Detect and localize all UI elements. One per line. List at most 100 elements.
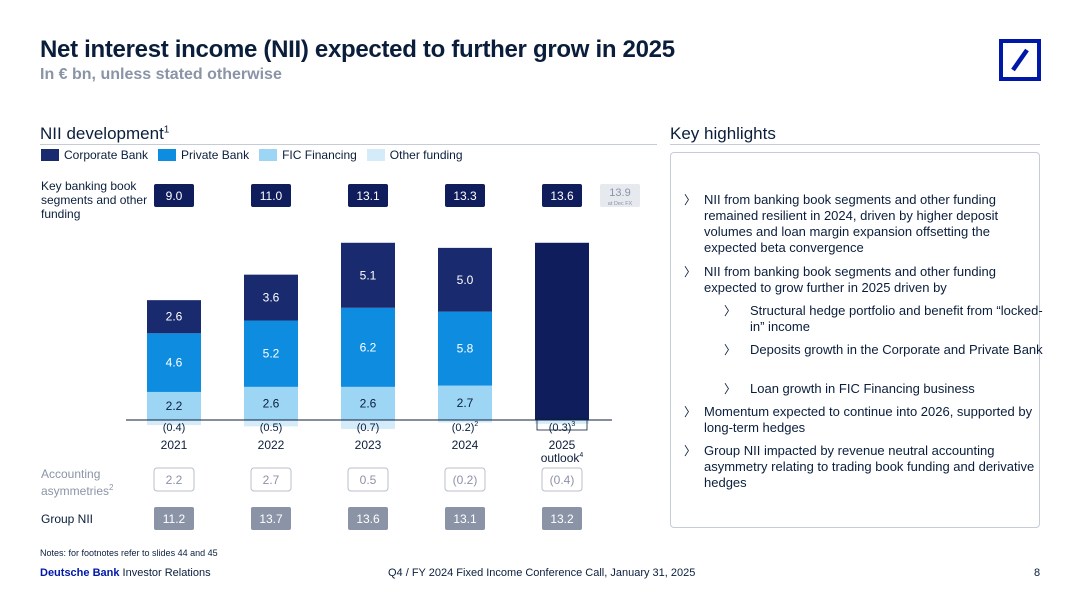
accounting-asymmetry-value: 2.2 [166, 473, 183, 487]
row-label-group-nii: Group NII [41, 512, 94, 526]
group-nii-value: 13.6 [356, 512, 380, 526]
highlight-text: Structural hedge portfolio and benefit f… [750, 303, 1043, 334]
chevron-right-icon: 〉 [684, 405, 697, 419]
key-banking-total-box [154, 184, 194, 207]
bar-other-funding [147, 420, 201, 426]
chevron-right-icon: 〉 [724, 382, 737, 396]
data-label: (0.3)3 [549, 421, 576, 434]
x-tick-label: 2023 [355, 438, 382, 452]
page-title: Net interest income (NII) expected to fu… [40, 36, 675, 63]
key-banking-total-value: 13.6 [550, 189, 574, 203]
bar-private-bank [244, 320, 298, 387]
row-label-key-banking: Key banking book segments and other fund… [41, 179, 148, 221]
nii-development-title: NII development1 [40, 124, 170, 143]
group-nii-box [542, 507, 582, 530]
bar-corporate-bank [341, 242, 395, 308]
outlook-funding-outline [536, 418, 588, 431]
bar-private-bank [341, 307, 395, 387]
accounting-asymmetry-value: 2.7 [263, 473, 280, 487]
key-banking-total-value: 13.3 [453, 189, 477, 203]
x-tick-label: 2024 [452, 438, 479, 452]
legend-swatch-other-funding [366, 149, 385, 161]
data-label: 5.2 [263, 347, 280, 361]
legend-other-funding: Other funding [366, 148, 463, 162]
nii-stacked-bar-chart: 2.2 4.6 2.6 (0.4) 2.6 5.2 3.6 (0.5) 2.6 6.2 5.1 (0.… [126, 184, 640, 530]
bar-other-funding [341, 420, 395, 429]
group-nii-value: 13.7 [259, 512, 283, 526]
key-banking-total-value: 13.1 [356, 189, 380, 203]
data-label: (0.5) [260, 422, 283, 434]
data-label: (0.2)2 [452, 421, 479, 434]
key-highlights-title: Key highlights [670, 124, 776, 143]
legend-label: FIC Financing [282, 148, 357, 162]
key-banking-total-value: 11.0 [260, 189, 283, 203]
legend-fic-financing: FIC Financing [259, 148, 357, 162]
bar-fic-financing [341, 386, 395, 420]
chevron-right-icon: 〉 [684, 193, 697, 207]
legend-label: Other funding [389, 148, 463, 162]
accounting-asymmetry-box [347, 467, 389, 492]
highlight-text: Group NII impacted by revenue neutral ac… [704, 443, 1035, 490]
fx-note-label: at Dec FX [608, 201, 633, 207]
bar-corporate-bank [438, 247, 492, 312]
footnotes-note: Notes: for footnotes refer to slides 44 … [40, 548, 218, 558]
accounting-asymmetry-value: 0.5 [360, 473, 377, 487]
page-subtitle: In € bn, unless stated otherwise [40, 66, 282, 83]
data-label: 2.6 [166, 310, 183, 324]
highlight-text: NII from banking book segments and other… [704, 264, 996, 295]
group-nii-value: 13.1 [453, 512, 477, 526]
group-nii-value: 13.2 [550, 512, 574, 526]
legend-swatch-fic-financing [259, 149, 278, 161]
group-nii-value: 11.2 [163, 512, 186, 526]
footer-event: Q4 / FY 2024 Fixed Income Conference Cal… [388, 567, 696, 579]
x-tick-label: outlook4 [541, 451, 584, 465]
highlight-sub-bullet: 〉 Deposits growth in the Corporate and P… [724, 342, 1056, 358]
row-label-accounting: Accounting asymmetries2 [41, 467, 114, 498]
data-label: 3.6 [263, 291, 280, 305]
highlights-panel [670, 152, 1040, 528]
bar-fic-financing [438, 385, 492, 420]
right-divider [670, 144, 1040, 145]
accounting-asymmetry-value: (0.2) [453, 473, 478, 487]
accounting-asymmetry-box [541, 467, 583, 492]
group-nii-box [154, 507, 194, 530]
chevron-right-icon: 〉 [684, 444, 697, 458]
highlight-bullet: 〉 Group NII impacted by revenue neutral … [684, 443, 1044, 491]
data-label: 2.7 [457, 396, 474, 410]
highlight-text: Deposits growth in the Corporate and Pri… [750, 342, 1043, 357]
group-nii-box [251, 507, 291, 530]
deutsche-bank-logo [999, 39, 1041, 81]
bar-other-funding [535, 420, 589, 424]
bar-fic-financing [244, 386, 298, 420]
bar-corporate-bank [147, 300, 201, 334]
data-label: (0.7) [357, 422, 380, 434]
legend-private-bank: Private Bank [158, 148, 249, 162]
bar-other-funding [438, 420, 492, 423]
data-label: 6.2 [360, 340, 377, 354]
x-tick-label: 2022 [258, 438, 285, 452]
x-tick-label: 2021 [161, 438, 188, 452]
data-label: 2.6 [263, 396, 280, 410]
group-nii-box [445, 507, 485, 530]
page-number: 8 [1034, 567, 1041, 579]
x-tick-label: 2025 [549, 438, 576, 452]
fx-note-box [600, 184, 640, 207]
key-banking-total-box [445, 184, 485, 207]
bar-fic-financing [147, 391, 201, 420]
group-nii-box [348, 507, 388, 530]
accounting-asymmetry-box [444, 467, 486, 492]
highlight-text: Loan growth in FIC Financing business [750, 381, 975, 396]
highlight-text: NII from banking book segments and other… [704, 192, 999, 255]
legend-label: Corporate Bank [64, 148, 149, 162]
footer-brand: Deutsche Bank Investor Relations [40, 567, 211, 579]
bar-private-bank [438, 311, 492, 386]
legend-swatch-private-bank [158, 149, 177, 161]
bar-outlook-total [535, 242, 589, 420]
highlight-bullet: 〉 NII from banking book segments and oth… [684, 192, 1044, 256]
left-divider [40, 144, 657, 145]
chart-legend: Corporate Bank Private Bank FIC Financin… [41, 148, 463, 162]
key-banking-total-value: 9.0 [166, 189, 183, 203]
chevron-right-icon: 〉 [684, 265, 697, 279]
data-label: 5.0 [457, 273, 474, 287]
accounting-asymmetry-box [153, 467, 195, 492]
